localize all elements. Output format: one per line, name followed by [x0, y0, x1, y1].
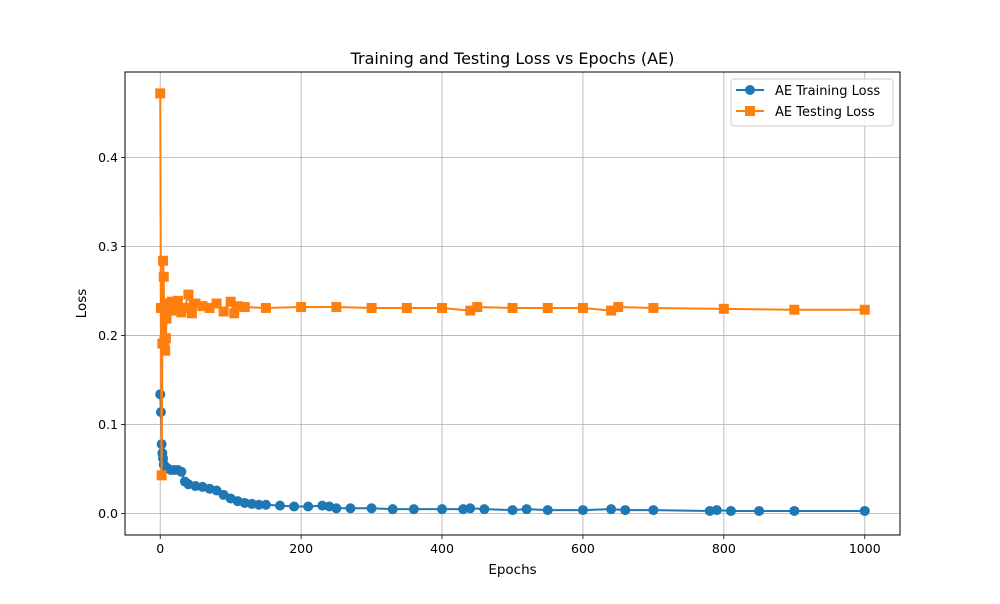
series-training: [155, 389, 870, 516]
data-point: [197, 301, 208, 312]
legend-label-training: AE Training Loss: [775, 84, 880, 99]
data-point: [465, 305, 476, 316]
data-point: [155, 302, 166, 313]
data-point: [296, 302, 307, 313]
data-point: [648, 505, 659, 516]
data-point: [253, 499, 264, 510]
data-point: [232, 301, 243, 312]
data-point: [542, 302, 553, 313]
legend-box: [730, 78, 894, 127]
legend-marker-testing: [745, 106, 755, 116]
data-point: [542, 505, 553, 516]
data-point: [275, 500, 285, 511]
chart-title: Training and Testing Loss vs Epochs (AE): [350, 49, 675, 68]
data-point: [225, 296, 236, 307]
data-point: [613, 302, 624, 313]
legend-marker-training: [745, 85, 755, 95]
x-tick-label: 400: [430, 541, 454, 556]
y-tick-label: 0.2: [98, 328, 118, 343]
data-point: [204, 302, 215, 313]
data-point: [401, 302, 412, 313]
data-point: [239, 302, 250, 313]
data-point: [179, 302, 190, 313]
data-point: [155, 389, 166, 400]
data-point: [260, 302, 271, 313]
data-point: [577, 505, 588, 516]
data-point: [620, 505, 631, 516]
tick-layer: 0 200 400 600 800 1000 0.0 0.1 0.2 0.3 0.4: [98, 150, 881, 556]
data-point: [711, 505, 722, 516]
data-point: [211, 298, 222, 309]
data-point: [345, 503, 356, 514]
data-point: [160, 333, 171, 344]
x-tick-label: 1000: [849, 541, 881, 556]
data-point: [183, 289, 194, 300]
data-point: [789, 304, 800, 315]
data-point: [190, 298, 201, 309]
data-point: [754, 505, 765, 516]
data-point: [155, 88, 166, 99]
data-point: [577, 302, 588, 313]
data-point: [437, 504, 448, 515]
data-point: [161, 313, 172, 324]
x-axis-label: Epochs: [488, 562, 536, 578]
x-tick-label: 200: [289, 541, 313, 556]
x-tick-label: 800: [712, 541, 736, 556]
data-point: [176, 466, 187, 477]
data-point: [186, 308, 197, 319]
plot-frame: [124, 71, 901, 536]
data-point: [303, 501, 314, 512]
data-point: [465, 503, 476, 514]
data-point: [437, 302, 448, 313]
y-axis-label: Loss: [74, 289, 90, 319]
series-layer: [155, 88, 870, 516]
data-point: [606, 504, 617, 515]
data-point: [218, 306, 229, 317]
data-point: [156, 470, 167, 481]
data-point: [521, 504, 532, 515]
data-point: [718, 303, 729, 314]
data-point: [260, 499, 271, 510]
data-point: [387, 504, 398, 515]
data-point: [472, 302, 483, 313]
y-tick-label: 0.0: [98, 506, 118, 521]
y-tick-label: 0.3: [98, 239, 118, 254]
data-point: [507, 505, 518, 516]
data-point: [859, 505, 870, 516]
data-point: [172, 295, 183, 306]
data-point: [789, 505, 800, 516]
x-tick-label: 0: [156, 541, 164, 556]
data-point: [158, 255, 169, 266]
data-point: [507, 302, 518, 313]
data-point: [859, 304, 870, 315]
x-tick-label: 600: [571, 541, 595, 556]
data-point: [725, 505, 736, 516]
y-tick-label: 0.4: [98, 150, 118, 165]
data-point: [366, 302, 377, 313]
data-point: [648, 302, 659, 313]
data-point: [366, 503, 377, 514]
data-point: [331, 302, 342, 313]
data-point: [229, 308, 240, 319]
data-point: [160, 345, 171, 356]
series-testing: [155, 88, 870, 481]
legend: AE Training Loss AE Testing Loss: [730, 78, 894, 127]
data-point: [289, 501, 300, 512]
data-point: [331, 503, 342, 514]
data-point: [158, 271, 169, 282]
y-tick-label: 0.1: [98, 417, 118, 432]
data-point: [167, 305, 178, 316]
legend-label-testing: AE Testing Loss: [775, 105, 875, 120]
data-point: [408, 504, 419, 515]
data-point: [479, 504, 490, 515]
data-point: [606, 305, 617, 316]
